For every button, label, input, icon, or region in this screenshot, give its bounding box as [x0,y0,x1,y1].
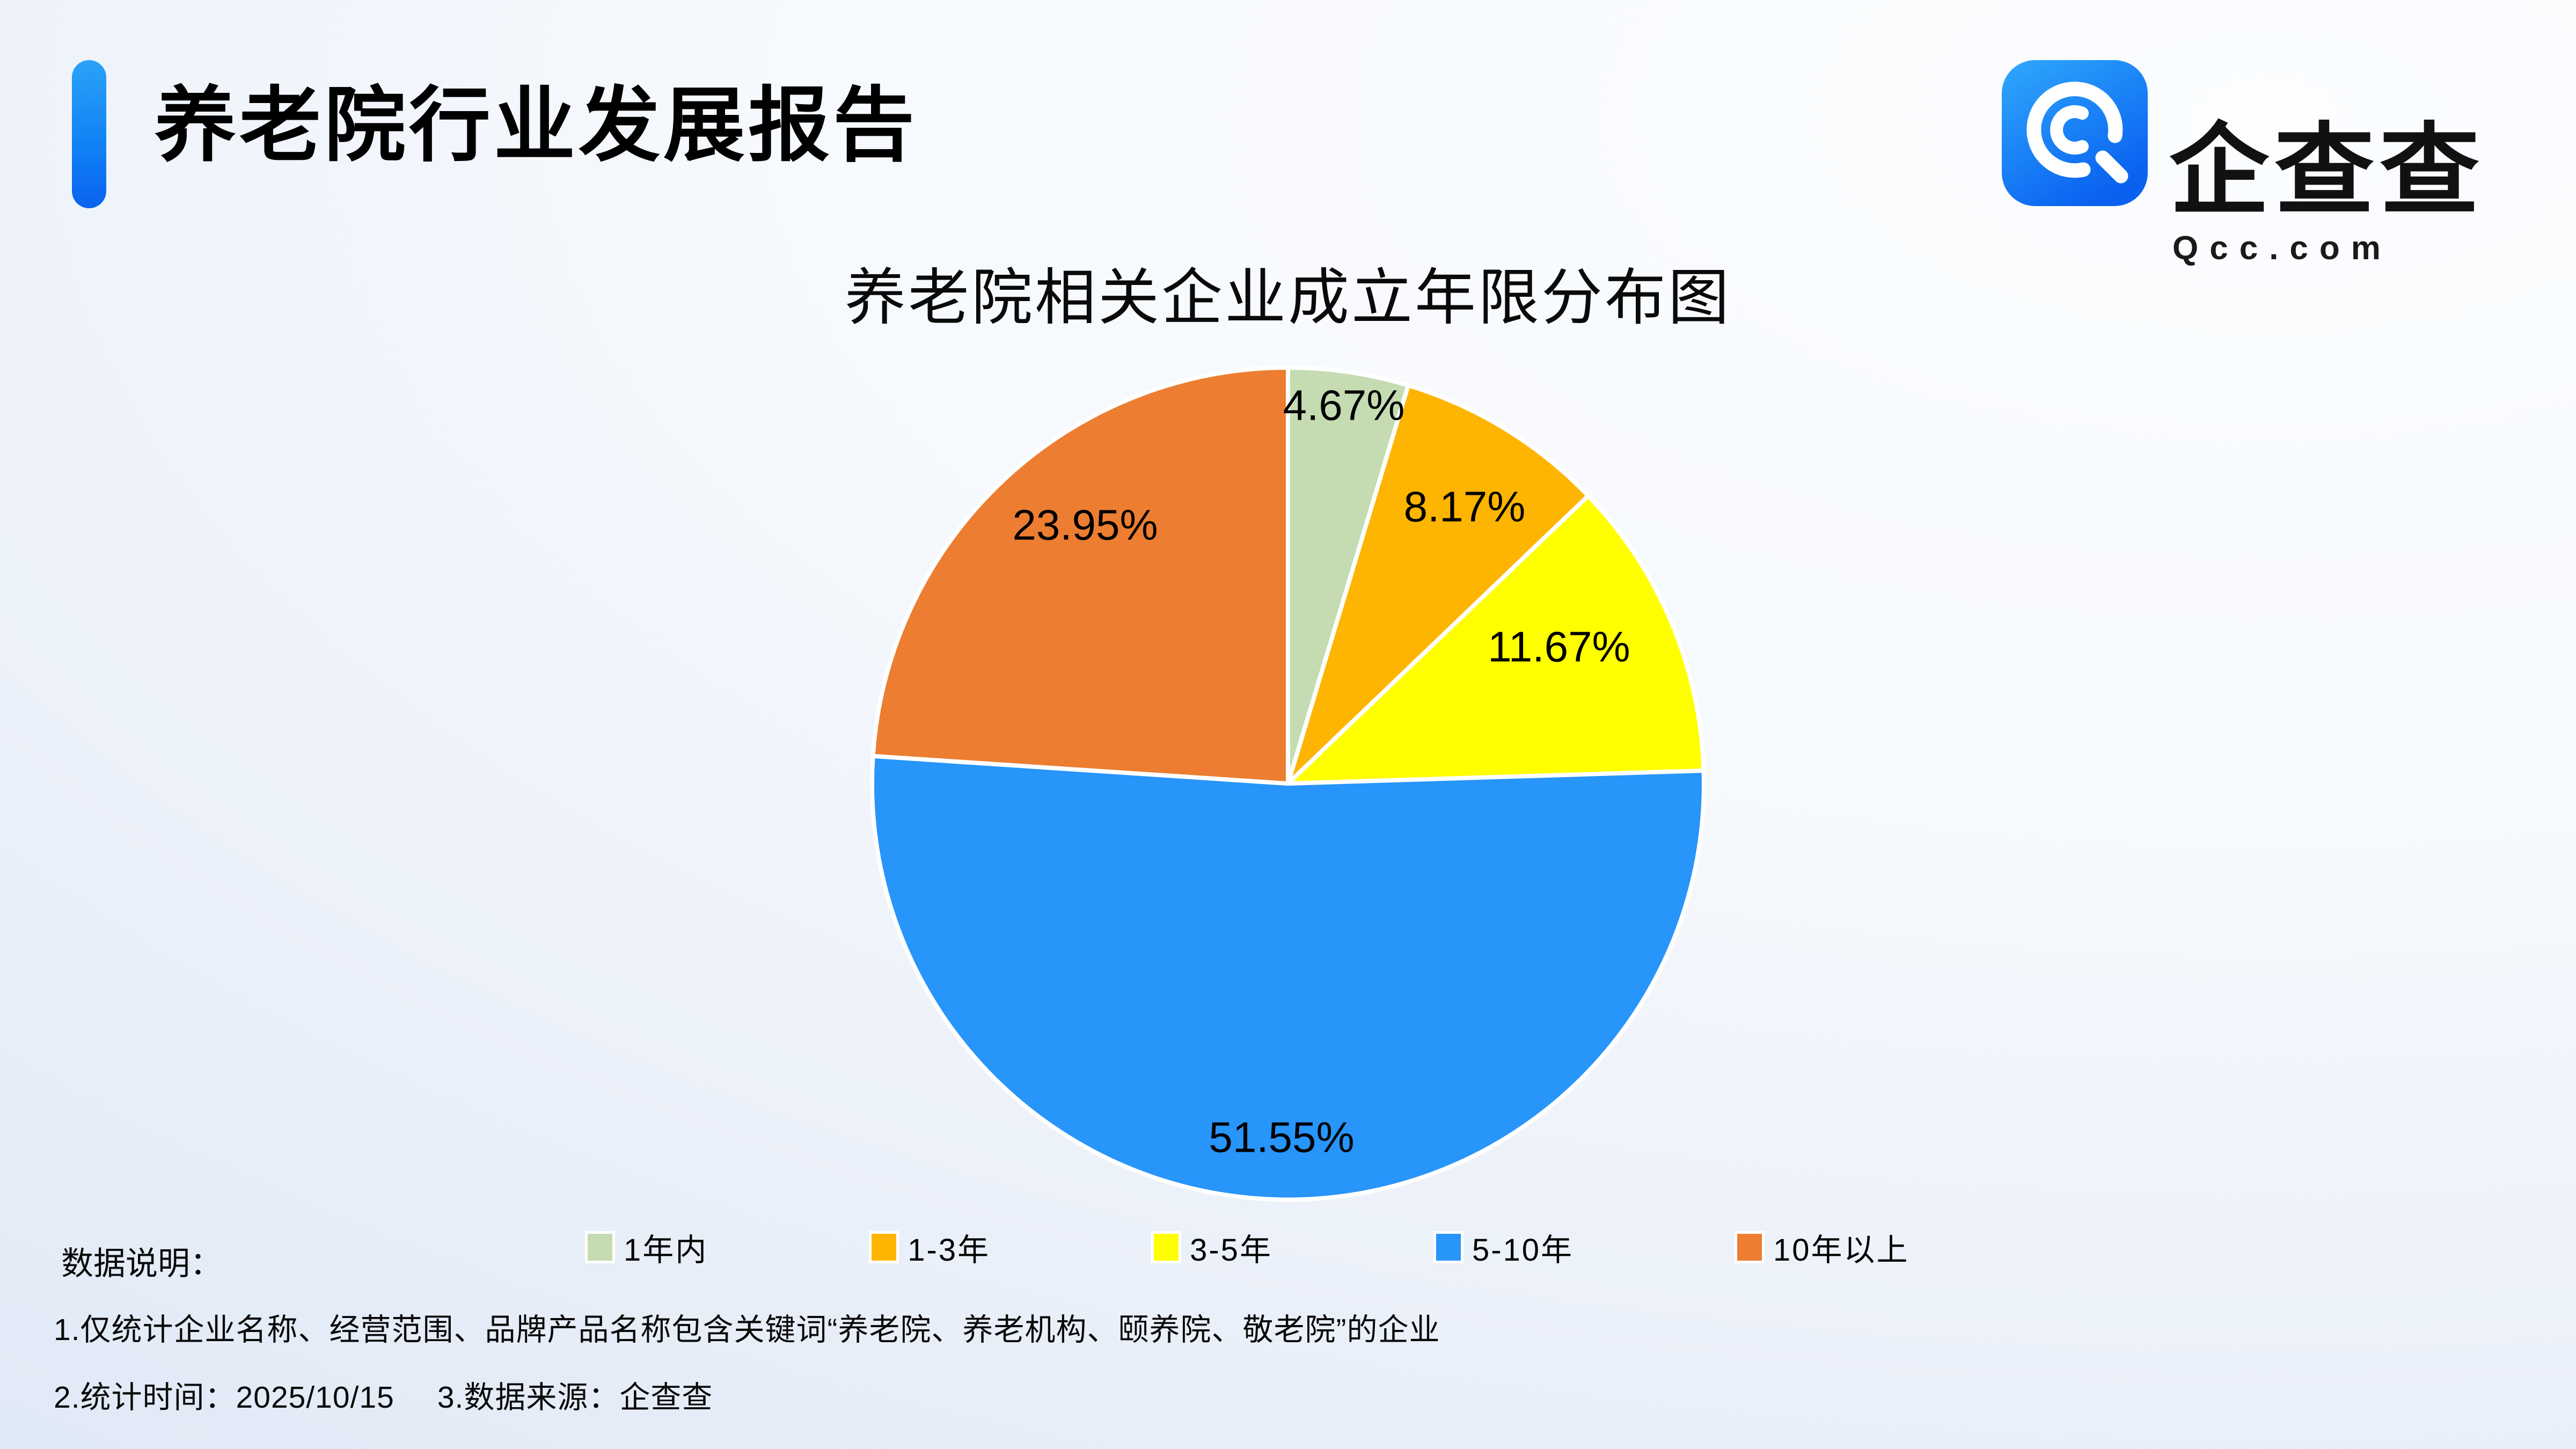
qcc-logo: 企查查 Qcc.com [2002,59,2512,265]
brand-name: 企查查 [2169,115,2485,226]
chart-legend: 1年内 1-3年 3-5年 5-10年 10年以上 [585,1225,1909,1270]
legend-swatch-5-10年 [1433,1231,1463,1263]
note-stat-time: 2.统计时间：2025/10/15 [54,1380,394,1415]
legend-item-10年以上: 10年以上 [1735,1225,1909,1270]
notes-label: 数据说明： [61,1246,222,1282]
note-scope: 1.仅统计企业名称、经营范围、品牌产品名称包含关键词“养老院、养老机构、颐养院、… [54,1313,1440,1347]
pie-slice-3-5年 [1286,493,1706,786]
pie-data-label-5-10年: 51.55% [1209,1114,1354,1161]
chart-title: 养老院相关企业成立年限分布图 [844,264,1731,332]
title-accent-bar [72,60,106,208]
pie-slice-5-10年 [870,753,1706,1202]
brand-domain: Qcc.com [2172,230,2392,267]
legend-item-1-3年: 1-3年 [869,1225,990,1270]
legend-swatch-1-3年 [869,1231,899,1263]
pie-slice-1-3年 [1286,383,1591,786]
pie-data-label-1年内: 4.67% [1283,382,1405,429]
legend-label-5-10年: 5-10年 [1472,1233,1574,1268]
pie-data-label-10年以上: 23.95% [1012,501,1158,549]
legend-swatch-1年内 [585,1231,615,1263]
legend-item-5-10年: 5-10年 [1433,1225,1574,1270]
pie-data-label-3-5年: 11.67% [1488,623,1630,671]
legend-item-1年内: 1年内 [585,1225,708,1270]
pie-slice-10年以上 [870,365,1290,786]
note-meta: 2.统计时间：2025/10/15 3.数据来源：企查查 [54,1373,713,1417]
legend-swatch-10年以上 [1735,1231,1765,1263]
legend-label-3-5年: 3-5年 [1190,1233,1272,1268]
legend-item-3-5年: 3-5年 [1151,1225,1272,1270]
legend-label-1年内: 1年内 [624,1233,708,1268]
pie-chart: 4.67% 8.17% 11.67% 51.55% 23.95% [870,365,1706,1202]
qcc-spiral-q-icon [2002,60,2148,206]
pie-data-label-1-3年: 8.17% [1404,483,1526,531]
page-title: 养老院行业发展报告 [155,80,918,171]
legend-label-10年以上: 10年以上 [1773,1233,1909,1268]
legend-label-1-3年: 1-3年 [908,1233,991,1268]
legend-swatch-3-5年 [1151,1231,1182,1263]
note-data-source: 3.数据来源：企查查 [437,1380,713,1415]
